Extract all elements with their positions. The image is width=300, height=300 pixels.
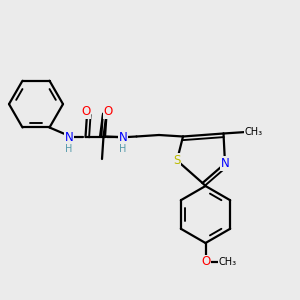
Text: S: S (173, 154, 181, 167)
Text: H: H (65, 143, 73, 154)
Text: H: H (119, 143, 127, 154)
Text: CH₃: CH₃ (244, 127, 262, 137)
Text: CH₃: CH₃ (218, 256, 236, 267)
Text: O: O (103, 104, 112, 117)
Text: O: O (81, 105, 90, 118)
Text: N: N (118, 130, 127, 144)
Text: O: O (103, 105, 112, 118)
Text: O: O (201, 255, 210, 268)
Text: N: N (220, 157, 230, 170)
Text: N: N (64, 130, 74, 144)
